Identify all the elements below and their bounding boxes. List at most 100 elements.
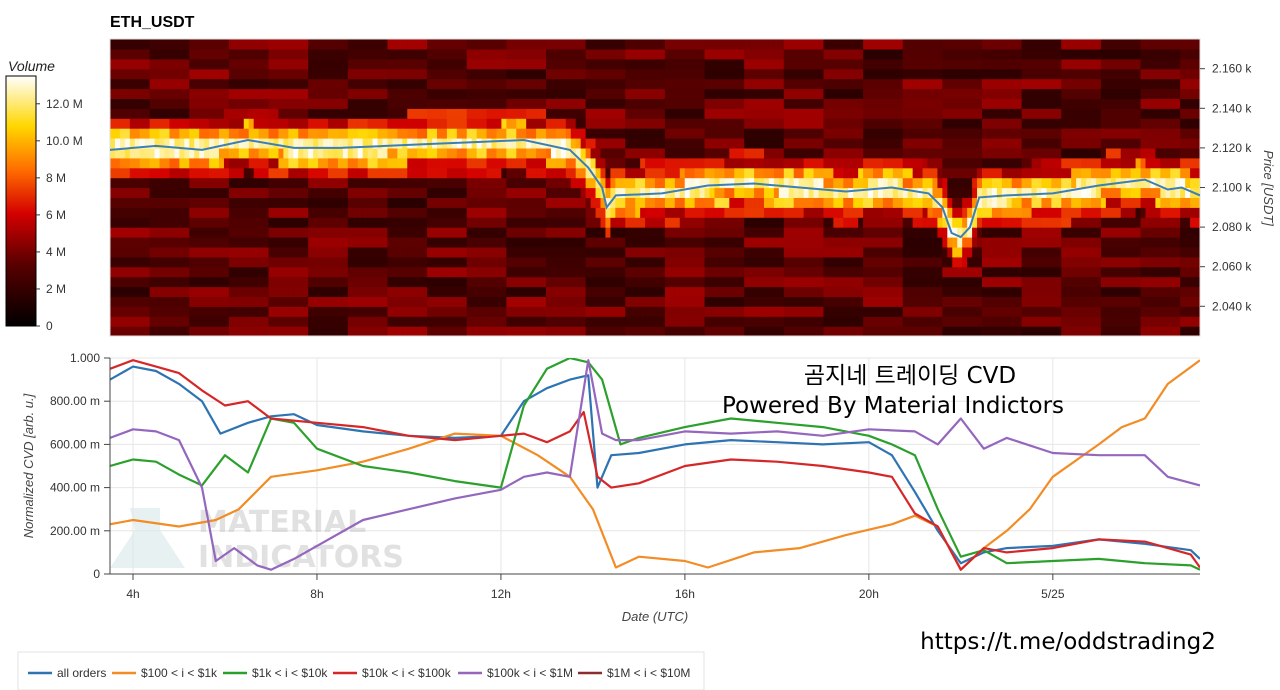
heatmap-cell <box>818 48 825 60</box>
heatmap-cell <box>754 78 760 90</box>
heatmap-cell <box>659 138 666 149</box>
heatmap-cell <box>550 128 557 139</box>
heatmap-cell <box>194 286 200 297</box>
heatmap-cell <box>803 78 810 90</box>
heatmap-cell <box>204 147 210 159</box>
heatmap-cell <box>744 256 750 268</box>
heatmap-cell <box>347 266 354 278</box>
heatmap-cell <box>318 68 324 80</box>
heatmap-cell <box>119 246 126 258</box>
heatmap-cell <box>422 207 428 218</box>
heatmap-cell <box>922 207 929 218</box>
heatmap-cell <box>546 48 552 60</box>
heatmap-cell <box>511 167 517 179</box>
heatmap-cell <box>456 187 463 198</box>
heatmap-cell <box>754 98 760 109</box>
heatmap-cell <box>392 147 398 159</box>
heatmap-cell <box>664 286 671 297</box>
heatmap-cell <box>471 256 478 268</box>
heatmap-cell <box>486 227 493 238</box>
heatmap-cell <box>328 187 334 198</box>
heatmap-cell <box>318 147 324 159</box>
heatmap-cell <box>273 276 280 288</box>
heatmap-cell <box>719 197 725 208</box>
heatmap-cell <box>288 48 294 60</box>
heatmap-cell <box>352 48 359 60</box>
heatmap-cell <box>169 266 175 278</box>
heatmap-cell <box>456 118 463 129</box>
heatmap-cell <box>922 138 929 149</box>
heatmap-cell <box>451 316 458 327</box>
heatmap-cell <box>243 296 250 307</box>
heatmap-cell <box>402 78 408 90</box>
heatmap-cell <box>526 128 532 139</box>
heatmap-cell <box>833 48 839 60</box>
heatmap-cell <box>169 88 175 99</box>
heatmap-cell <box>233 266 240 278</box>
heatmap-cell <box>129 197 136 208</box>
heatmap-cell <box>496 217 502 228</box>
heatmap-cell <box>174 207 180 218</box>
heatmap-cell <box>456 316 463 327</box>
heatmap-cell <box>119 256 126 268</box>
heatmap-cell <box>635 138 641 149</box>
heatmap-cell <box>887 88 894 99</box>
heatmap-cells <box>110 39 1200 336</box>
heatmap-cell <box>456 39 463 50</box>
heatmap-cell <box>699 306 706 317</box>
heatmap-cell <box>342 98 349 109</box>
heatmap-cell <box>318 227 324 238</box>
heatmap-cell <box>154 58 161 70</box>
heatmap-cell <box>595 296 602 307</box>
heatmap-cell <box>580 177 587 189</box>
heatmap-cell <box>456 48 463 60</box>
heatmap-cell <box>219 256 225 268</box>
heatmap-cell <box>114 246 121 258</box>
heatmap-cell <box>219 217 225 228</box>
heatmap-cell <box>357 197 364 208</box>
heatmap-cell <box>536 177 542 189</box>
heatmap-cell <box>694 227 701 238</box>
heatmap-cell <box>219 177 225 189</box>
heatmap-cell <box>402 98 408 109</box>
heatmap-cell <box>709 68 716 80</box>
heatmap-cell <box>144 48 151 60</box>
heatmap-cell <box>228 78 235 90</box>
heatmap-cell <box>164 256 171 268</box>
heatmap-cell <box>511 237 517 248</box>
heatmap-cell <box>446 237 453 248</box>
heatmap-cell <box>546 207 552 218</box>
heatmap-cell <box>129 237 136 248</box>
heatmap-cell <box>912 157 919 169</box>
heatmap-cell <box>788 147 795 159</box>
heatmap-cell <box>313 276 319 288</box>
heatmap-cell <box>323 256 329 268</box>
heatmap-cell <box>476 68 483 80</box>
heatmap-cell <box>461 157 468 169</box>
heatmap-cell <box>164 246 171 258</box>
heatmap-cell <box>853 118 859 129</box>
heatmap-cell <box>263 266 270 278</box>
heatmap-cell <box>328 207 334 218</box>
heatmap-cell <box>471 316 478 327</box>
heatmap-cell <box>397 118 403 129</box>
heatmap-cell <box>912 227 919 238</box>
heatmap-cell <box>456 276 463 288</box>
heatmap-cell <box>288 326 294 336</box>
heatmap-cell <box>332 48 339 60</box>
heatmap-cell <box>372 128 379 139</box>
heatmap-cell <box>149 98 156 109</box>
heatmap-cell <box>734 187 740 198</box>
heatmap-cell <box>194 118 200 129</box>
heatmap-cell <box>303 306 309 317</box>
heatmap-cell <box>149 78 156 90</box>
heatmap-cell <box>843 118 849 129</box>
heatmap-cell <box>313 68 319 80</box>
heatmap-cell <box>347 246 354 258</box>
heatmap-cell <box>159 217 166 228</box>
heatmap-cell <box>630 157 636 169</box>
heatmap-cell <box>764 227 770 238</box>
heatmap-cell <box>882 217 889 228</box>
heatmap-cell <box>288 177 294 189</box>
heatmap-cell <box>367 147 374 159</box>
